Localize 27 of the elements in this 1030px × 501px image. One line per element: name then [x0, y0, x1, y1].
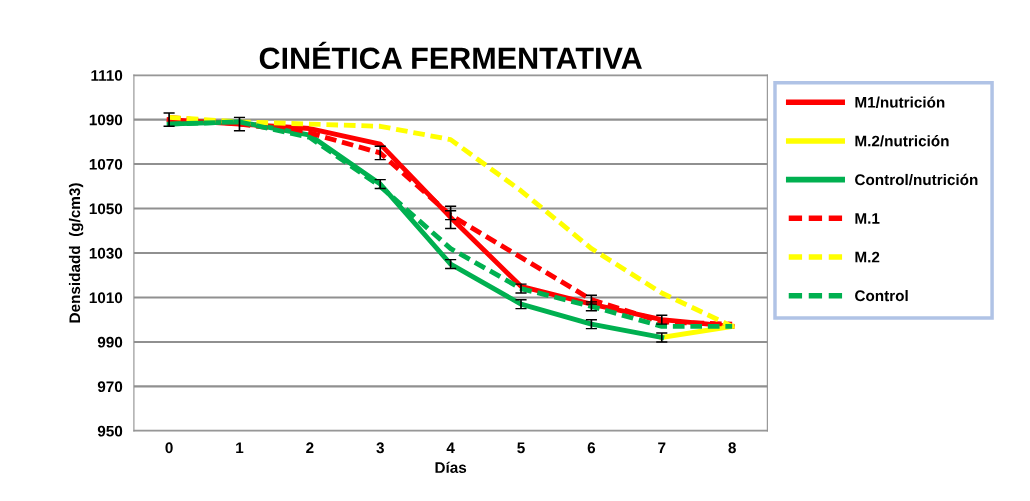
- x-tick-label: 7: [658, 442, 666, 454]
- x-tick-label: 0: [165, 442, 173, 454]
- y-tick-label: 970: [97, 381, 123, 393]
- x-axis-title: Días: [435, 461, 467, 473]
- y-tick-label: 1010: [89, 292, 123, 304]
- y-tick-label: 1050: [89, 203, 123, 215]
- y-tick-label: 1110: [91, 70, 123, 81]
- legend-label: M.2: [855, 251, 880, 263]
- x-tick-label: 4: [446, 442, 455, 454]
- x-tick-label: 8: [728, 442, 736, 454]
- y-axis-title: Densidadd (g/cm3): [68, 183, 84, 323]
- y-tick-label: 1070: [89, 158, 123, 170]
- y-tick-label: 1030: [89, 247, 123, 259]
- x-tick-label: 3: [376, 442, 384, 454]
- legend-label: M.2/nutrición: [855, 135, 949, 147]
- y-tick-label: 990: [97, 336, 123, 348]
- legend-label: M1/nutrición: [855, 96, 945, 108]
- legend-label: M.1: [855, 213, 880, 224]
- x-tick-label: 1: [236, 442, 244, 454]
- x-tick-label: 5: [517, 442, 525, 454]
- legend-label: Control/nutrición: [855, 173, 978, 186]
- x-tick-label: 2: [306, 442, 314, 454]
- y-tick-label: 1090: [89, 114, 123, 126]
- x-tick-label: 6: [587, 442, 596, 454]
- chart-title: CINÉTICA FERMENTATIVA: [259, 41, 642, 70]
- y-tick-label: 950: [97, 425, 123, 437]
- legend-label: Control: [855, 289, 908, 302]
